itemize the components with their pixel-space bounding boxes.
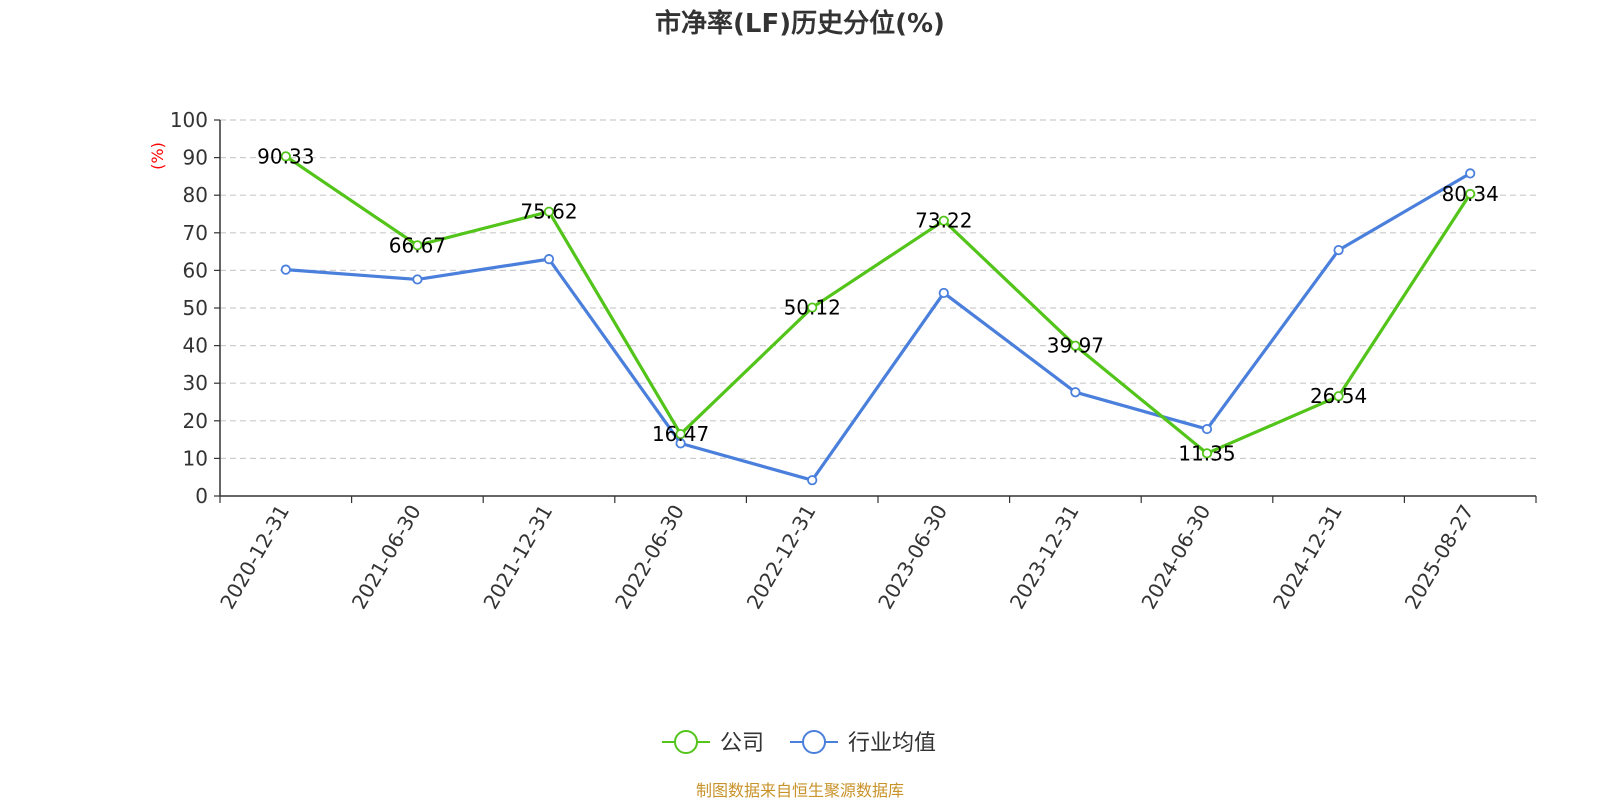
- data-point: [1465, 188, 1476, 200]
- y-tick-label: 40: [183, 334, 208, 358]
- y-axis-unit-label: (%): [148, 142, 167, 170]
- x-tick-label: 2024-12-31: [1268, 501, 1347, 614]
- data-point: [1333, 244, 1344, 256]
- x-tick-label: 2022-12-31: [742, 501, 821, 614]
- data-label: 16.47: [652, 422, 709, 446]
- y-tick-label: 0: [195, 484, 208, 508]
- y-tick-label: 70: [183, 221, 208, 245]
- data-point: [280, 264, 291, 275]
- legend[interactable]: 公司 行业均值: [662, 730, 936, 756]
- data-point: [807, 302, 818, 313]
- data-label: 73.22: [915, 209, 972, 233]
- data-label: 11.35: [1178, 441, 1235, 465]
- data-point: [1070, 387, 1081, 398]
- data-point: [938, 287, 949, 299]
- series-line-company: [284, 155, 1472, 455]
- data-label: 50.12: [784, 296, 841, 320]
- legend-label: 公司: [720, 731, 764, 756]
- series-layer: [280, 151, 1476, 486]
- data-point: [543, 254, 555, 265]
- axes: 0 10 20 30 40 50 60 70 80 90 100 2020-12-31 2021-06-…: [170, 108, 1537, 614]
- y-tick-label: 30: [183, 371, 208, 395]
- legend-circle-icon: [802, 730, 826, 754]
- data-point: [412, 274, 423, 285]
- data-point: [807, 475, 818, 486]
- data-point: [1201, 423, 1213, 435]
- data-source-note: 制图数据来自恒生聚源数据库: [696, 781, 904, 800]
- data-label: 80.34: [1442, 182, 1499, 206]
- x-tick-label: 2020-12-31: [215, 501, 294, 614]
- x-tick-label: 2025-08-27: [1400, 501, 1479, 614]
- legend-item-industry-average[interactable]: 行业均值: [790, 730, 936, 756]
- data-point: [1465, 168, 1476, 179]
- data-point: [280, 151, 291, 162]
- y-tick-label: 50: [183, 296, 208, 320]
- y-tick-label: 100: [170, 108, 208, 132]
- legend-label: 行业均值: [848, 731, 936, 756]
- y-tick-label: 80: [183, 183, 208, 207]
- x-tick-label: 2021-06-30: [347, 501, 426, 614]
- x-tick-label: 2023-12-31: [1005, 501, 1084, 614]
- data-point: [1070, 340, 1081, 351]
- data-point: [675, 428, 686, 440]
- x-tick-label: 2021-12-31: [478, 501, 557, 614]
- x-tick-label: 2024-06-30: [1136, 501, 1215, 614]
- y-tick-label: 20: [183, 409, 208, 433]
- chart-title: 市净率(LF)历史分位(%): [655, 8, 945, 39]
- y-tick-label: 10: [183, 446, 208, 470]
- data-label: 75.62: [520, 200, 577, 224]
- data-point: [543, 206, 555, 217]
- data-label: 66.67: [389, 233, 446, 257]
- data-labels: 90.33 66.67 75.62 16.47 50.12 73.22 39.97 11.35…: [257, 144, 1499, 465]
- x-tick-label: 2022-06-30: [610, 501, 689, 614]
- data-point: [1333, 391, 1344, 402]
- x-tick-label: 2023-06-30: [873, 501, 952, 614]
- y-tick-label: 90: [183, 146, 208, 170]
- y-tick-label: 60: [183, 258, 208, 282]
- data-label: 90.33: [257, 144, 314, 168]
- legend-circle-icon: [674, 730, 698, 754]
- legend-item-company[interactable]: 公司: [662, 730, 764, 756]
- series-line-industry-average: [285, 172, 1472, 482]
- data-point: [938, 215, 949, 226]
- data-label: 39.97: [1047, 334, 1104, 358]
- data-point: [1201, 448, 1213, 459]
- data-label: 26.54: [1310, 384, 1367, 408]
- data-point: [412, 240, 423, 251]
